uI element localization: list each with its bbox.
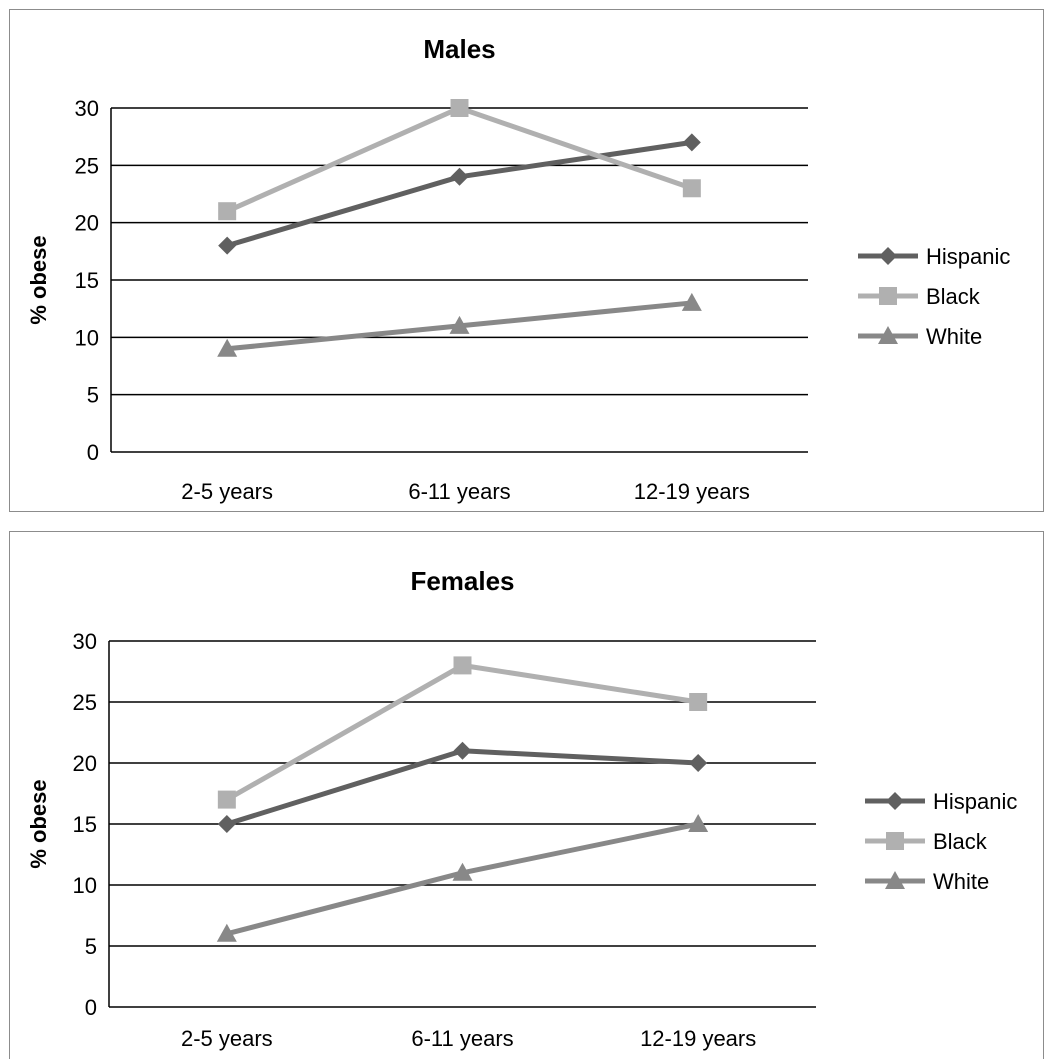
point-white-6-11-years	[452, 862, 473, 881]
point-black-2-5-years	[218, 202, 237, 221]
point-white-12-19-years	[681, 292, 702, 311]
x-tick-label-6-11-years: 6-11 years	[411, 1026, 513, 1051]
series-line-hispanic	[226, 139, 693, 248]
females-chart: Females 0 5 10 15 20 25 30 % obese 2-5 years 6-11 …	[9, 531, 1044, 1059]
x-tick-label-2-5-years: 2-5 years	[181, 1026, 273, 1051]
legend-label-black: Black	[926, 284, 981, 309]
point-hispanic-2-5-years	[218, 236, 237, 255]
point-black-2-5-years	[217, 790, 236, 809]
point-black-12-19-years	[682, 179, 701, 198]
legend-marker-hispanic	[886, 792, 904, 810]
point-white-2-5-years	[216, 923, 237, 942]
legend-label-white: White	[933, 869, 989, 894]
y-tick-label-25: 25	[73, 690, 97, 715]
point-white-2-5-years	[217, 338, 238, 357]
legend-marker-white	[878, 326, 898, 344]
females-chart-svg: Females 0 5 10 15 20 25 30 % obese 2-5 years 6-11 …	[26, 566, 1017, 1051]
y-tick-label-5: 5	[87, 383, 99, 408]
y-tick-label-10: 10	[75, 325, 99, 350]
y-tick-label-5: 5	[85, 934, 97, 959]
y-axis-title: % obese	[26, 779, 51, 868]
y-tick-label-25: 25	[75, 153, 99, 178]
y-tick-label-20: 20	[73, 751, 97, 776]
legend-marker-black	[879, 287, 897, 305]
y-tick-label-15: 15	[73, 812, 97, 837]
x-tick-label-12-19-years: 12-19 years	[640, 1026, 756, 1051]
legend-label-black: Black	[933, 829, 988, 854]
point-hispanic-6-11-years	[450, 167, 469, 186]
y-tick-label-20: 20	[75, 211, 99, 236]
x-tick-label-2-5-years: 2-5 years	[181, 479, 273, 504]
point-black-12-19-years	[689, 693, 708, 711]
x-tick-label-12-19-years: 12-19 years	[634, 479, 750, 504]
y-tick-label-30: 30	[73, 629, 97, 654]
point-hispanic-2-5-years	[217, 815, 236, 833]
y-tick-label-0: 0	[87, 440, 99, 465]
y-tick-label-30: 30	[75, 96, 99, 121]
point-black-6-11-years	[453, 656, 472, 675]
point-white-6-11-years	[449, 315, 470, 334]
y-tick-label-0: 0	[85, 995, 97, 1020]
chart-title: Males	[423, 34, 495, 64]
series-line-black	[225, 662, 699, 802]
point-white-12-19-years	[688, 814, 709, 832]
legend-marker-black	[886, 832, 904, 850]
y-tick-label-10: 10	[73, 873, 97, 898]
chart-title: Females	[410, 566, 514, 596]
legend-label-white: White	[926, 324, 982, 349]
point-black-6-11-years	[450, 99, 469, 117]
series-line-black	[226, 105, 693, 214]
males-chart-svg: Males 0 5 10 15 20 25 30 % obese 2-5 years 6-11 ye…	[26, 34, 1010, 504]
y-axis-title: % obese	[26, 235, 51, 324]
males-chart: Males 0 5 10 15 20 25 30 % obese 2-5 years 6-11 ye…	[9, 9, 1044, 512]
x-tick-label-6-11-years: 6-11 years	[408, 479, 510, 504]
point-hispanic-12-19-years	[682, 133, 701, 152]
y-tick-label-15: 15	[75, 268, 99, 293]
point-hispanic-12-19-years	[689, 754, 708, 772]
legend-label-hispanic: Hispanic	[926, 244, 1010, 269]
legend-label-hispanic: Hispanic	[933, 789, 1017, 814]
point-hispanic-6-11-years	[453, 741, 472, 760]
legend-marker-white	[885, 871, 905, 889]
legend-marker-hispanic	[879, 247, 897, 265]
